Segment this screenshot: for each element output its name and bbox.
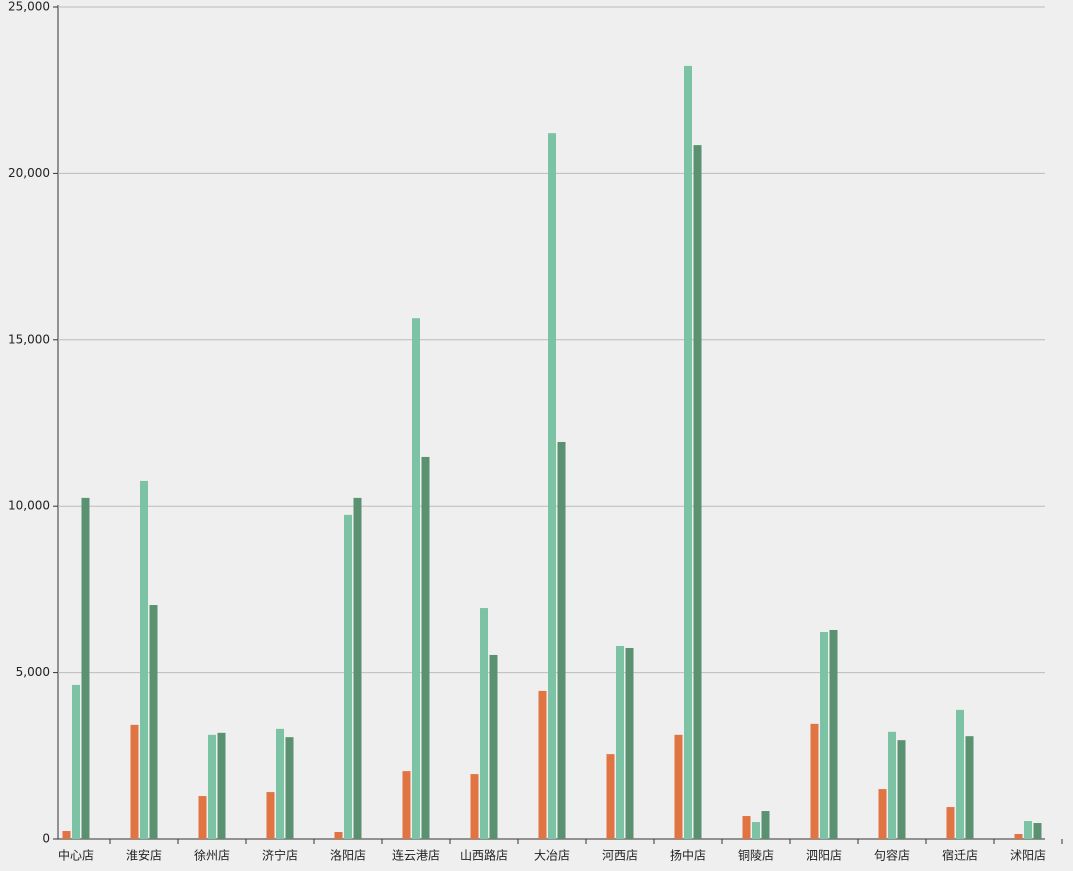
x-tick-label: 宿迁店	[942, 848, 978, 863]
bar	[625, 647, 634, 839]
bar	[198, 796, 207, 839]
bar	[616, 645, 624, 839]
y-tick-label: 5,000	[16, 665, 50, 679]
bar	[130, 724, 139, 839]
y-tick-label: 25,000	[8, 0, 50, 14]
bar	[693, 145, 702, 839]
bar	[81, 497, 90, 839]
x-tick-label: 铜陵店	[738, 848, 774, 863]
y-tick-label: 0	[42, 832, 50, 846]
x-tick-label: 扬中店	[670, 848, 706, 863]
x-tick-label: 洛阳店	[330, 848, 366, 863]
bar	[956, 709, 964, 839]
bar	[208, 734, 216, 839]
bar	[557, 441, 566, 839]
bar	[946, 807, 955, 839]
bar	[72, 684, 80, 839]
bar	[140, 480, 148, 839]
bar	[421, 456, 430, 839]
x-tick-label: 山西路店	[460, 848, 508, 863]
bar	[820, 631, 828, 839]
bar	[888, 731, 896, 839]
bar	[761, 811, 770, 839]
bar	[829, 630, 838, 839]
bar	[149, 605, 158, 839]
x-tick-label: 泗阳店	[806, 849, 842, 863]
x-tick-label: 淮安店	[126, 848, 162, 863]
bar	[62, 831, 71, 839]
x-tick-label: 河西店	[602, 849, 638, 863]
bar	[334, 832, 343, 839]
bar	[266, 792, 275, 839]
bar	[412, 318, 420, 840]
bar	[1024, 821, 1032, 839]
bar	[810, 723, 819, 839]
bar	[878, 789, 887, 839]
bar	[402, 771, 411, 839]
y-tick-label: 15,000	[8, 332, 50, 346]
bar	[480, 608, 488, 839]
x-tick-label: 连云港店	[392, 848, 440, 863]
bar	[752, 822, 760, 839]
bar	[965, 736, 974, 839]
bar	[276, 728, 284, 839]
bar	[742, 816, 751, 839]
bar	[548, 133, 556, 839]
x-tick-label: 中心店	[58, 848, 94, 863]
bar	[684, 65, 692, 840]
x-tick-label: 句容店	[874, 848, 910, 863]
x-tick-label: 大冶店	[534, 849, 570, 863]
bar	[217, 732, 226, 839]
bar	[1014, 834, 1023, 839]
bar	[606, 754, 615, 839]
bar	[538, 690, 547, 839]
y-tick-label: 10,000	[8, 499, 50, 513]
x-tick-label: 沭阳店	[1010, 849, 1046, 863]
bar	[1033, 823, 1042, 839]
bar	[344, 514, 352, 839]
bar	[353, 497, 362, 839]
x-tick-label: 徐州店	[194, 848, 230, 863]
bar	[897, 740, 906, 839]
bar	[489, 654, 498, 839]
bar	[285, 737, 294, 839]
y-tick-label: 20,000	[8, 166, 50, 180]
x-tick-label: 济宁店	[262, 848, 298, 863]
bar	[470, 774, 479, 839]
bar	[674, 734, 683, 839]
